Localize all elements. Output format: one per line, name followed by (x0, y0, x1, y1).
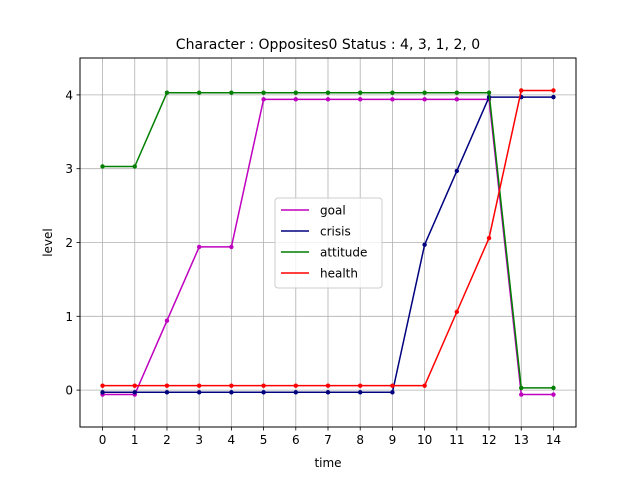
data-point-crisis (293, 390, 298, 395)
data-point-attitude (325, 90, 331, 95)
data-point-attitude (358, 90, 363, 95)
legend-label-health: health (320, 267, 358, 281)
data-point-attitude (293, 90, 298, 95)
y-tick-label: 2 (65, 236, 73, 250)
data-point-attitude (390, 90, 395, 95)
y-tick-label: 1 (65, 310, 73, 324)
data-point-crisis (261, 390, 266, 395)
data-point-health (229, 383, 234, 388)
data-point-goal (164, 318, 170, 323)
x-tick-label: 12 (481, 433, 496, 447)
data-point-crisis (551, 94, 556, 100)
data-point-attitude (164, 90, 170, 95)
series-goal (100, 97, 556, 397)
legend: goal crisis attitude health (274, 197, 383, 289)
data-point-health (100, 383, 105, 388)
data-point-health (164, 383, 170, 388)
data-point-goal (325, 97, 331, 102)
data-point-health (325, 383, 331, 388)
y-tick-label: 0 (65, 384, 73, 398)
data-point-attitude (519, 385, 524, 391)
data-point-crisis (164, 390, 170, 395)
x-tick-label: 11 (449, 433, 464, 447)
data-point-attitude (454, 90, 460, 95)
y-tick-label: 4 (65, 88, 73, 102)
x-tick-label: 6 (292, 433, 300, 447)
data-point-health (486, 235, 492, 241)
data-point-attitude (261, 90, 266, 95)
x-tick-label: 7 (324, 433, 332, 447)
x-tick-label: 9 (389, 433, 397, 447)
x-tick-label: 3 (195, 433, 203, 447)
y-tick-label: 3 (65, 162, 73, 176)
data-point-health (358, 383, 363, 388)
data-point-goal (229, 244, 234, 250)
data-point-goal (358, 97, 363, 102)
data-point-crisis (325, 390, 331, 395)
data-point-crisis (229, 390, 234, 395)
data-point-crisis (454, 168, 460, 174)
data-point-crisis (132, 390, 137, 395)
series-health (100, 88, 556, 388)
data-point-crisis (100, 390, 105, 395)
data-point-attitude (422, 90, 427, 95)
data-point-crisis (196, 390, 202, 395)
data-point-goal (551, 392, 556, 397)
data-point-goal (196, 244, 202, 250)
data-point-attitude (551, 385, 556, 391)
data-point-goal (519, 392, 524, 397)
x-tick-label: 4 (228, 433, 236, 447)
data-point-health (293, 383, 298, 388)
x-tick-label: 0 (99, 433, 107, 447)
x-tick-label: 13 (514, 433, 529, 447)
data-point-health (454, 309, 460, 315)
x-tick-label: 14 (546, 433, 561, 447)
data-point-health (261, 383, 266, 388)
x-tick-label: 10 (417, 433, 432, 447)
x-axis-label: time (314, 456, 341, 470)
data-point-health (422, 383, 427, 388)
x-tick-label: 2 (163, 433, 171, 447)
data-point-crisis (422, 242, 427, 247)
data-point-goal (422, 97, 427, 102)
data-point-goal (293, 97, 298, 102)
data-point-attitude (132, 164, 137, 169)
x-tick-label: 5 (260, 433, 268, 447)
legend-label-crisis: crisis (320, 225, 351, 239)
legend-box (274, 197, 383, 289)
data-point-attitude (196, 90, 202, 95)
data-point-health (196, 383, 202, 388)
series-layer (100, 88, 556, 397)
data-point-health (390, 383, 395, 388)
data-point-goal (261, 97, 266, 102)
y-axis-label: level (41, 228, 55, 257)
data-point-crisis (358, 390, 363, 395)
x-tick-label: 8 (356, 433, 364, 447)
data-point-health (132, 383, 137, 388)
x-tick-label: 1 (131, 433, 139, 447)
data-point-attitude (486, 90, 492, 95)
legend-label-attitude: attitude (320, 246, 367, 260)
data-point-attitude (100, 164, 105, 169)
data-point-health (519, 88, 524, 93)
chart-title: Character : Opposites0 Status : 4, 3, 1,… (176, 37, 480, 53)
legend-label-goal: goal (320, 204, 346, 218)
data-point-attitude (229, 90, 234, 95)
series-attitude (100, 90, 556, 391)
series-crisis (100, 94, 556, 395)
data-point-goal (454, 97, 460, 102)
data-point-crisis (390, 390, 395, 395)
data-point-health (551, 88, 556, 93)
data-point-goal (390, 97, 395, 102)
